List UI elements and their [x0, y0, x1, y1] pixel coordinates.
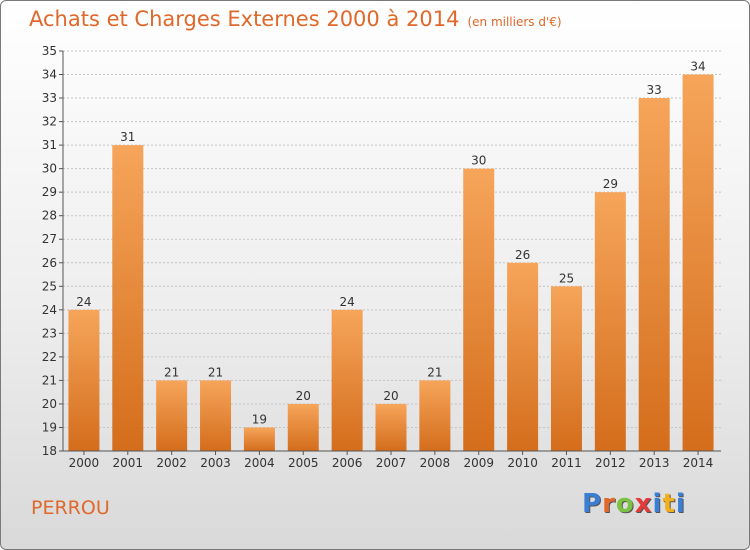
logo-letter: i	[652, 489, 663, 519]
bar	[68, 309, 100, 451]
logo-letter: x	[634, 489, 653, 519]
x-tick-label: 2007	[376, 456, 407, 470]
bar-value-label: 19	[252, 412, 267, 426]
bar	[594, 192, 626, 452]
x-tick-label: 2008	[420, 456, 451, 470]
y-tick-label: 29	[42, 185, 57, 199]
bar	[200, 380, 232, 451]
bar	[463, 168, 495, 451]
location-label: PERROU	[31, 497, 110, 519]
logo-letter: t	[662, 489, 676, 519]
chart-title-text: Achats et Charges Externes 2000 à 2014	[29, 7, 460, 31]
y-tick-label: 32	[42, 115, 57, 129]
x-axis: 2000 2001 2002 2003 2004 2005 2006 2007 2008 2009…	[63, 450, 721, 470]
bar	[419, 380, 451, 451]
y-tick-label: 21	[42, 373, 57, 387]
x-tick-label: 2000	[69, 456, 100, 470]
bar-value-label: 21	[164, 365, 179, 379]
bar	[550, 286, 582, 451]
y-tick-label: 28	[42, 209, 57, 223]
bar-value-label: 34	[690, 60, 705, 74]
y-tick-label: 27	[42, 232, 57, 246]
logo-letter: r	[602, 489, 616, 519]
bar	[375, 403, 407, 451]
x-tick-label: 2010	[507, 456, 538, 470]
y-tick-label: 34	[42, 68, 57, 82]
y-tick-label: 31	[42, 138, 57, 152]
y-tick-label: 20	[42, 397, 57, 411]
x-tick-label: 2006	[332, 456, 363, 470]
bar-value-label: 30	[471, 154, 486, 168]
y-tick-label: 19	[42, 420, 57, 434]
y-tick-label: 22	[42, 350, 57, 364]
x-tick-label: 2002	[156, 456, 187, 470]
bar	[331, 309, 363, 451]
bar	[507, 262, 539, 451]
y-tick-label: 25	[42, 279, 57, 293]
bar-value-label: 20	[296, 389, 311, 403]
bar-value-label: 33	[647, 83, 662, 97]
y-tick-label: 35	[42, 44, 57, 58]
x-tick-label: 2012	[595, 456, 626, 470]
bar	[682, 74, 714, 451]
bar	[287, 403, 319, 451]
y-axis: 18 19 20 21 22 23 24 25 26 27 28 29 30 31 32 33 34 35	[42, 44, 64, 458]
y-tick-label: 33	[42, 91, 57, 105]
bar-value-label: 29	[603, 177, 618, 191]
bar-value-label: 26	[515, 248, 530, 262]
x-tick-label: 2004	[244, 456, 275, 470]
proxiti-logo: Proxiti	[582, 489, 686, 519]
bar-value-label: 21	[208, 365, 223, 379]
bar	[156, 380, 188, 451]
x-tick-label: 2011	[551, 456, 582, 470]
x-tick-label: 2001	[113, 456, 144, 470]
x-tick-label: 2014	[683, 456, 714, 470]
bar	[243, 427, 275, 451]
x-tick-label: 2003	[200, 456, 231, 470]
x-tick-label: 2009	[463, 456, 494, 470]
logo-letter: i	[675, 489, 686, 519]
x-tick-label: 2005	[288, 456, 319, 470]
logo-letter: P	[582, 489, 603, 519]
bar-value-label: 20	[383, 389, 398, 403]
y-tick-label: 18	[42, 444, 57, 458]
y-tick-label: 26	[42, 256, 57, 270]
y-tick-label: 23	[42, 326, 57, 340]
chart-unit: (en milliers d'€)	[467, 15, 562, 29]
bar-value-label: 21	[427, 365, 442, 379]
bars: 24 31 21 21 19 20 24 20 21 30 26 25 29 33 34	[68, 60, 714, 452]
bar	[112, 145, 144, 451]
bar-value-label: 31	[120, 130, 135, 144]
bar-value-label: 25	[559, 271, 574, 285]
bar-value-label: 24	[339, 295, 354, 309]
bar-value-label: 24	[76, 295, 91, 309]
chart-title: Achats et Charges Externes 2000 à 2014 (e…	[29, 7, 562, 31]
bar	[638, 98, 670, 451]
y-tick-label: 24	[42, 303, 57, 317]
y-tick-label: 30	[42, 162, 57, 176]
logo-letter: o	[615, 489, 635, 519]
x-tick-label: 2013	[639, 456, 670, 470]
